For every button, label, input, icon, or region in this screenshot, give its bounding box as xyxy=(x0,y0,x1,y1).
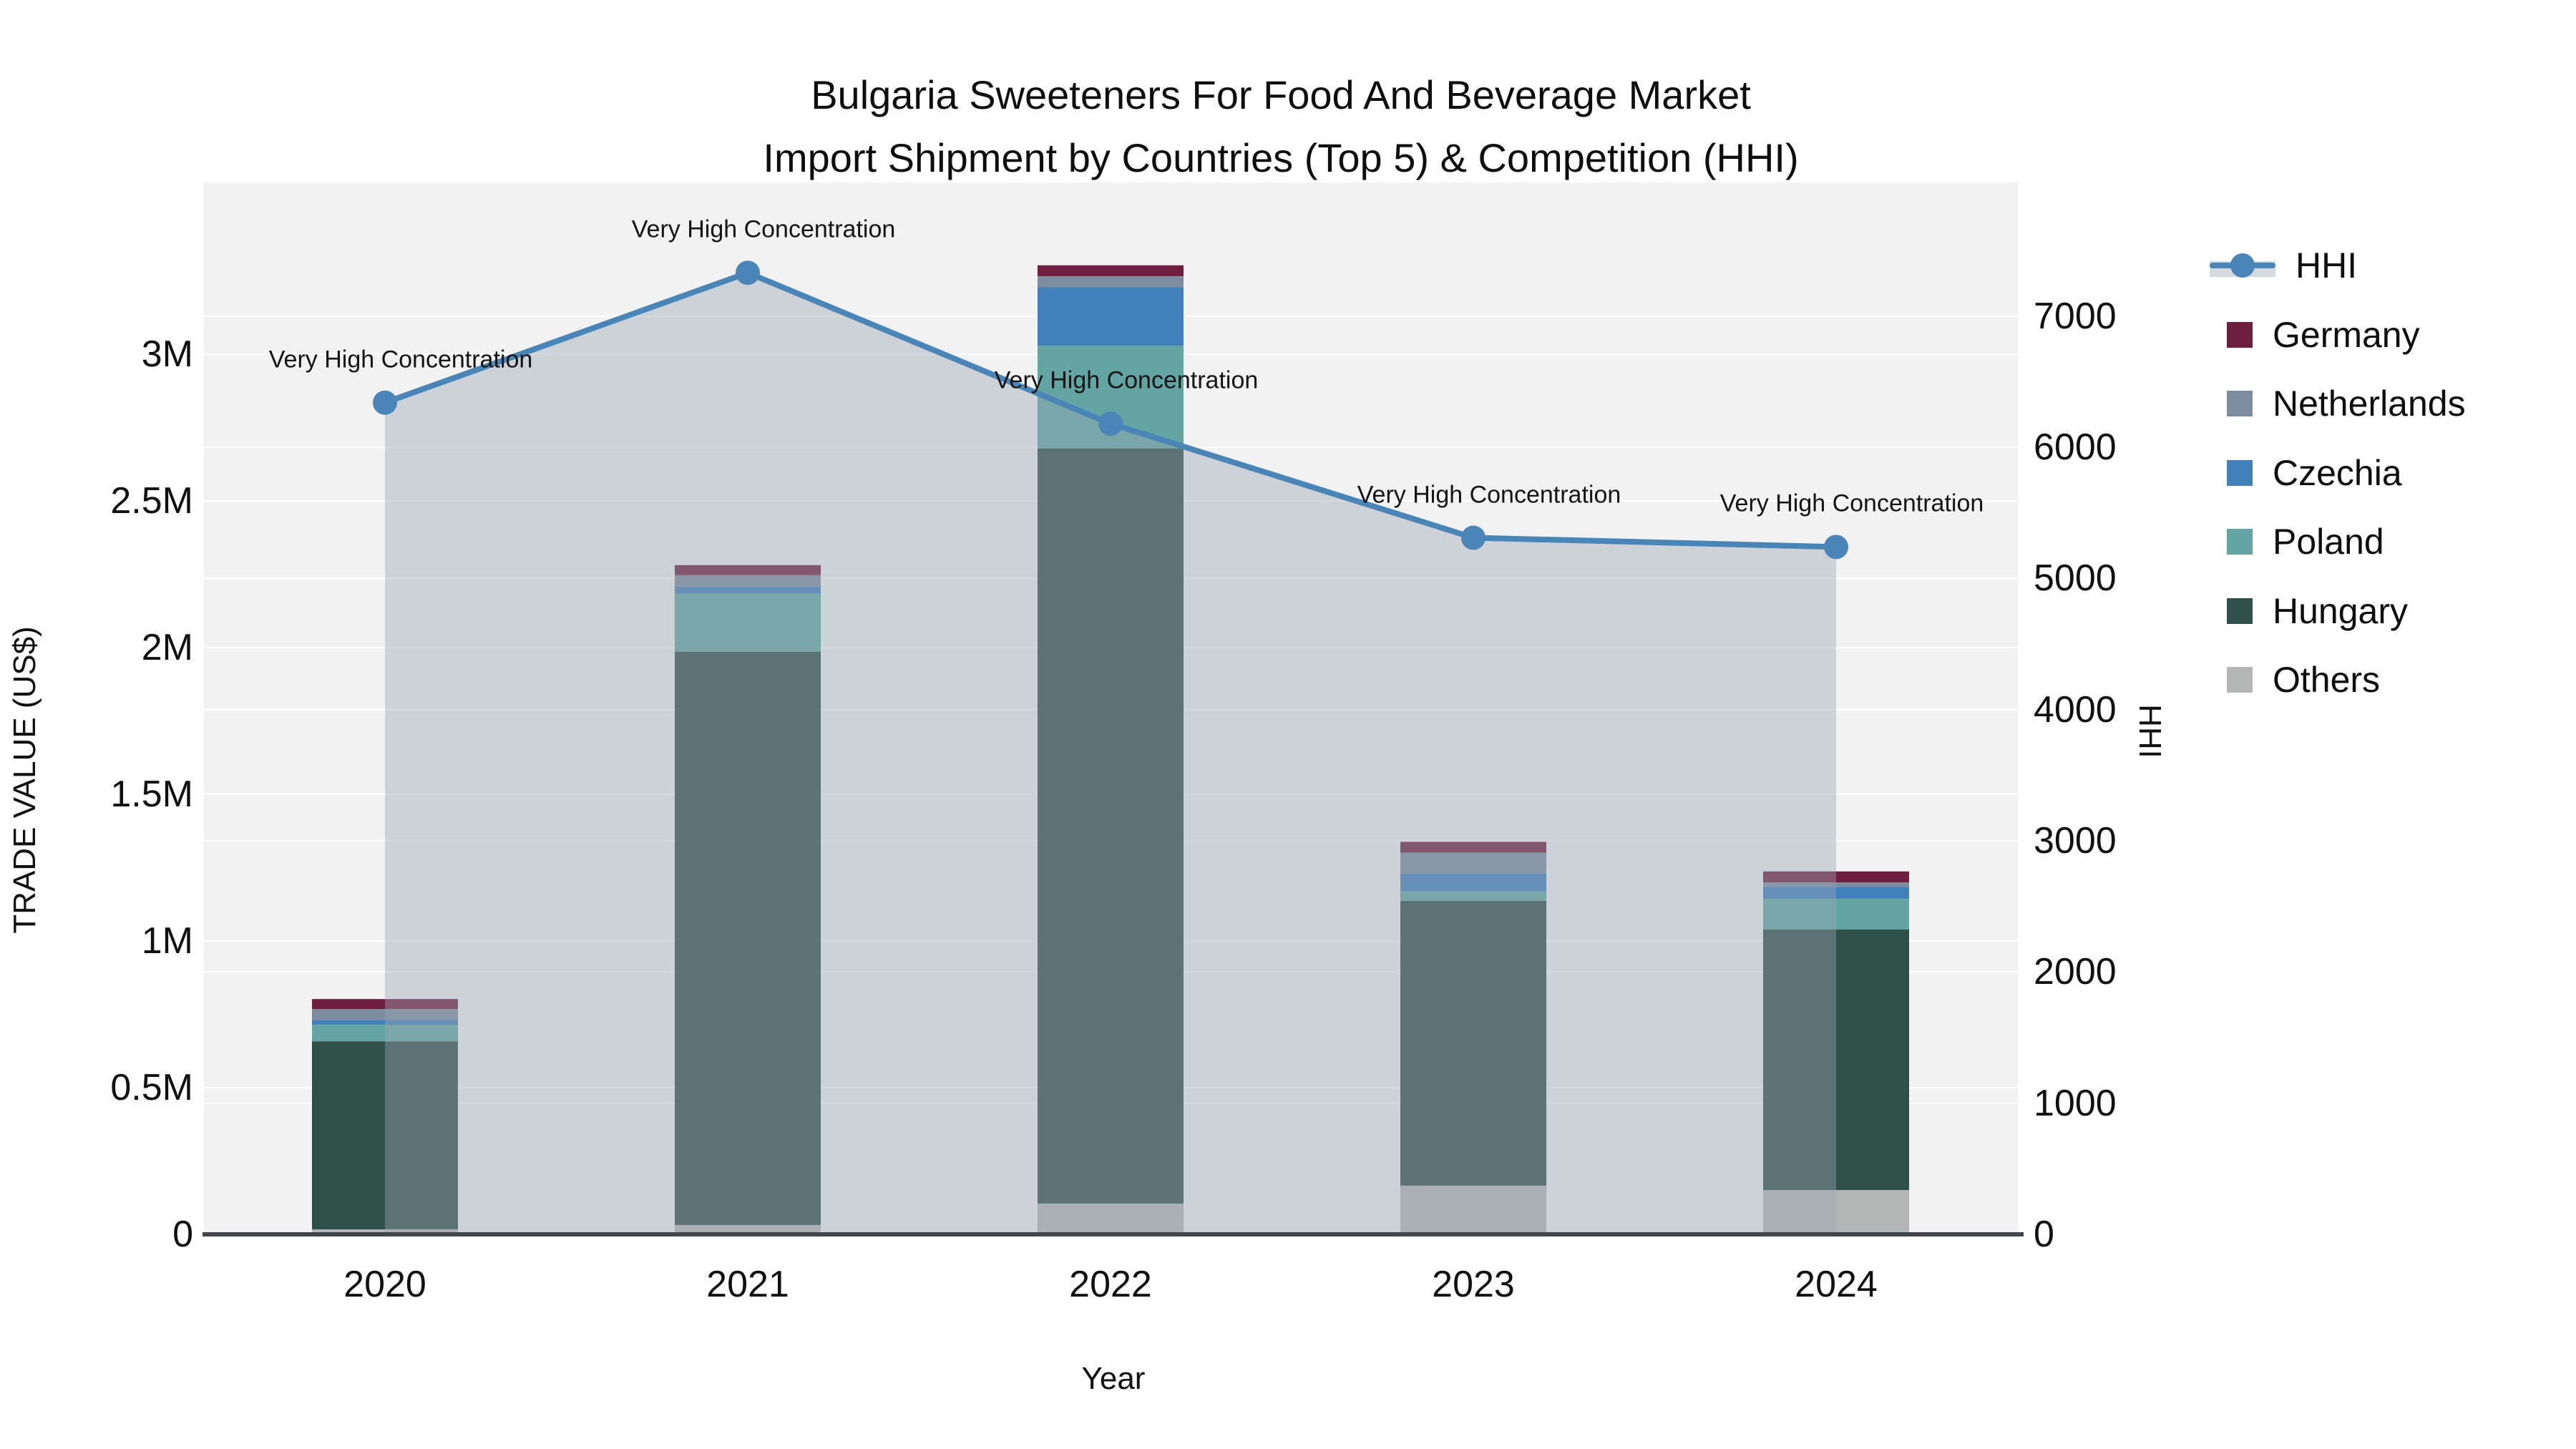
right-tick-2000: 2000 xyxy=(2034,951,2117,993)
left-tick-1.5M: 1.5M xyxy=(110,774,193,815)
bar-segment-2020-czechia[interactable] xyxy=(312,1020,458,1025)
x-tick-2022: 2022 xyxy=(1069,1264,1152,1305)
bar-segment-2020-others[interactable] xyxy=(312,1229,458,1234)
bar-segment-2024-netherlands[interactable] xyxy=(1763,882,1909,887)
bar-segment-2022-others[interactable] xyxy=(1038,1203,1184,1234)
hhi-marker-2022[interactable] xyxy=(1098,411,1123,436)
hungary-swatch-icon xyxy=(2227,597,2253,624)
left-tick-3M: 3M xyxy=(141,333,193,375)
left-tick-0.5M: 0.5M xyxy=(110,1067,193,1108)
right-tick-7000: 7000 xyxy=(2034,295,2117,337)
annotation-2024: Very High Concentration xyxy=(1719,489,1984,517)
bar-segment-2021-czechia[interactable] xyxy=(675,586,821,594)
bar-segment-2023-czechia[interactable] xyxy=(1400,873,1546,892)
right-tick-1000: 1000 xyxy=(2034,1082,2117,1124)
bar-segment-2020-germany[interactable] xyxy=(312,999,458,1010)
hhi-marker-2020[interactable] xyxy=(373,390,397,415)
hhi-line xyxy=(373,260,1848,560)
bar-segment-2021-others[interactable] xyxy=(675,1224,821,1234)
legend-label: Others xyxy=(2273,660,2381,700)
bar-segment-2021-hungary[interactable] xyxy=(675,651,821,1225)
legend-label: Czechia xyxy=(2273,452,2402,493)
hhi-line-sample-icon xyxy=(2210,251,2275,280)
bar-segment-2020-hungary[interactable] xyxy=(312,1041,458,1230)
bar-segment-2023-poland[interactable] xyxy=(1400,891,1546,901)
right-tick-4000: 4000 xyxy=(2034,688,2117,731)
bar-segment-2022-hungary[interactable] xyxy=(1038,448,1184,1204)
hhi-marker-2023[interactable] xyxy=(1461,525,1485,550)
legend-label: Poland xyxy=(2273,522,2384,562)
left-tick-2.5M: 2.5M xyxy=(110,480,193,522)
legend-item-hungary[interactable]: Hungary xyxy=(2210,590,2408,632)
hhi-marker-2021[interactable] xyxy=(736,260,760,286)
x-tick-2021: 2021 xyxy=(706,1264,789,1305)
left-tick-1M: 1M xyxy=(141,920,193,962)
x-tick-2023: 2023 xyxy=(1432,1264,1515,1305)
right-tick-6000: 6000 xyxy=(2034,426,2117,469)
stacked-bars xyxy=(312,265,1909,1234)
x-axis-title: Year xyxy=(1081,1361,1146,1396)
legend-item-hhi[interactable]: HHI xyxy=(2210,245,2357,286)
x-tick-2020: 2020 xyxy=(343,1264,426,1305)
bar-segment-2021-poland[interactable] xyxy=(675,593,821,652)
bar-segment-2020-poland[interactable] xyxy=(312,1025,458,1042)
bar-segment-2024-others[interactable] xyxy=(1763,1190,1909,1234)
right-tick-5000: 5000 xyxy=(2034,557,2117,600)
annotation-2021: Very High Concentration xyxy=(631,215,896,243)
bar-segment-2020-netherlands[interactable] xyxy=(312,1009,458,1020)
legend-label: Hungary xyxy=(2273,590,2408,631)
left-tick-0: 0 xyxy=(172,1214,193,1255)
bar-segment-2024-germany[interactable] xyxy=(1763,871,1909,882)
bar-segment-2022-germany[interactable] xyxy=(1038,265,1184,276)
legend-item-poland[interactable]: Poland xyxy=(2210,521,2384,562)
bar-segment-2023-netherlands[interactable] xyxy=(1400,852,1546,874)
chart-title-line2: Import Shipment by Countries (Top 5) & C… xyxy=(763,135,1799,180)
legend-label: HHI xyxy=(2296,245,2358,286)
right-axis-title: HHI xyxy=(2132,704,2167,758)
netherlands-swatch-icon xyxy=(2227,391,2253,416)
czechia-swatch-icon xyxy=(2227,459,2253,486)
legend-item-others[interactable]: Others xyxy=(2210,659,2380,701)
hhi-marker-glyph xyxy=(2230,253,2255,278)
legend-label: Netherlands xyxy=(2273,384,2466,424)
right-tick-3000: 3000 xyxy=(2034,820,2117,862)
right-tick-0: 0 xyxy=(2034,1214,2054,1255)
hhi-fill-polygon xyxy=(385,273,1836,1235)
annotation-2022: Very High Concentration xyxy=(994,366,1259,394)
bar-segment-2024-czechia[interactable] xyxy=(1763,887,1909,899)
left-tick-2M: 2M xyxy=(141,627,193,668)
annotation-2023: Very High Concentration xyxy=(1357,481,1621,509)
bar-segment-2023-others[interactable] xyxy=(1400,1185,1546,1234)
bar-segment-2023-hungary[interactable] xyxy=(1400,900,1546,1186)
legend-item-netherlands[interactable]: Netherlands xyxy=(2210,383,2466,424)
hhi-marker-2024[interactable] xyxy=(1824,535,1848,560)
bar-segment-2022-netherlands[interactable] xyxy=(1038,275,1184,288)
bar-segment-2024-poland[interactable] xyxy=(1763,898,1909,930)
bar-segment-2021-germany[interactable] xyxy=(675,565,821,575)
others-swatch-icon xyxy=(2227,667,2253,693)
bar-segment-2024-hungary[interactable] xyxy=(1763,930,1909,1191)
poland-swatch-icon xyxy=(2227,529,2253,555)
chart-title-line1: Bulgaria Sweeteners For Food And Beverag… xyxy=(811,72,1751,117)
germany-swatch-icon xyxy=(2227,321,2253,348)
x-tick-2024: 2024 xyxy=(1795,1264,1878,1305)
legend-label: Germany xyxy=(2273,314,2420,355)
bar-segment-2023-germany[interactable] xyxy=(1400,841,1546,853)
hhi-area-fill xyxy=(385,273,1836,1235)
legend-item-czechia[interactable]: Czechia xyxy=(2210,452,2402,494)
annotation-2020: Very High Concentration xyxy=(268,346,533,374)
legend-item-germany[interactable]: Germany xyxy=(2210,314,2420,356)
bar-segment-2021-netherlands[interactable] xyxy=(675,575,821,587)
bar-segment-2022-czechia[interactable] xyxy=(1038,287,1184,346)
